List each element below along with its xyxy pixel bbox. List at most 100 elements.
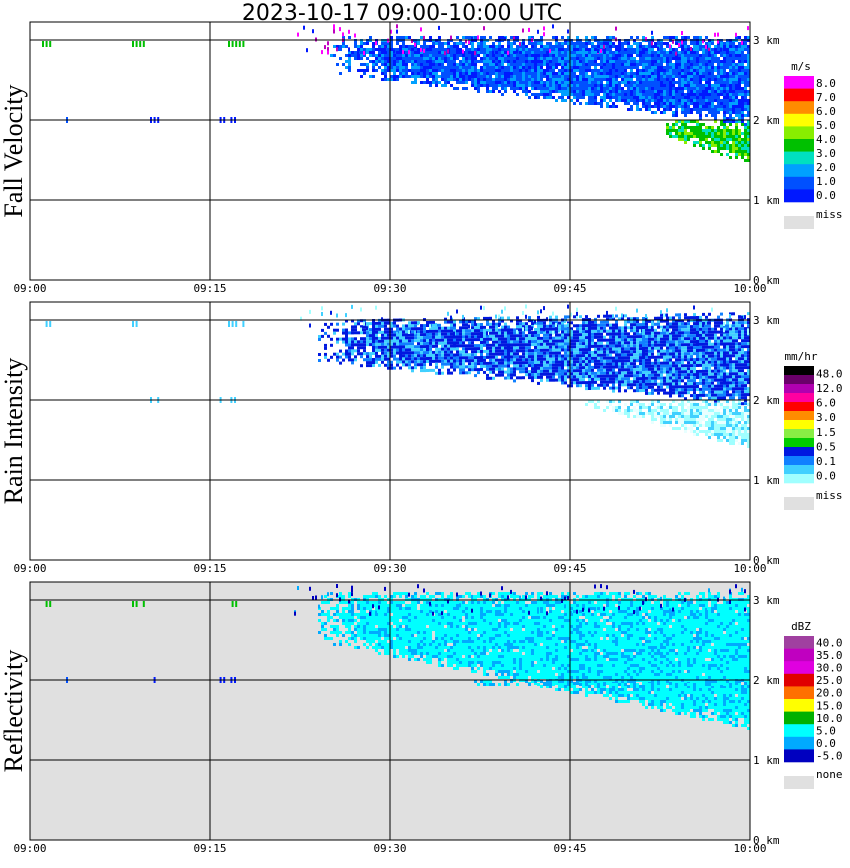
echo-cell — [705, 99, 708, 102]
echo-cell — [384, 336, 387, 340]
echo-cell — [513, 36, 515, 41]
echo-cell — [411, 72, 414, 75]
echo-cell — [699, 144, 702, 147]
echo-cell — [603, 371, 606, 375]
echo-cell — [480, 338, 483, 341]
echo-cell — [345, 66, 348, 69]
echo-cell — [639, 326, 642, 330]
echo-cell — [744, 48, 747, 51]
echo-cell — [645, 72, 648, 75]
echo-cell — [603, 48, 606, 51]
echo-cell — [432, 341, 435, 345]
echo-cell — [420, 354, 423, 358]
echo-cell — [621, 90, 624, 93]
echo-cell — [597, 102, 600, 105]
echo-cell — [378, 48, 381, 51]
echo-cell — [522, 60, 525, 63]
echo-cell — [666, 379, 669, 383]
echo-cell — [714, 84, 717, 87]
echo-cell — [531, 331, 534, 335]
echo-cell — [651, 96, 654, 99]
echo-cell — [591, 341, 594, 345]
echo-cell — [738, 132, 741, 135]
echo-cell — [666, 331, 669, 335]
echo-cell — [609, 347, 612, 351]
echo-cell — [360, 343, 363, 347]
echo-cell — [579, 45, 582, 48]
echo-cell — [576, 42, 579, 45]
echo-cell — [492, 331, 495, 335]
echo-cell — [657, 370, 660, 374]
echo-cell — [720, 66, 723, 69]
echo-cell — [513, 57, 516, 60]
echo-cell — [570, 372, 573, 376]
plot-border — [29, 21, 751, 281]
echo-cell — [471, 338, 474, 342]
echo-cell — [441, 72, 444, 75]
echo-cell — [456, 356, 459, 360]
echo-cell — [582, 57, 585, 60]
echo-cell — [579, 72, 582, 75]
echo-cell — [552, 36, 555, 39]
echo-cell — [543, 32, 545, 37]
echo-cell — [696, 135, 699, 138]
echo-cell — [387, 321, 390, 325]
echo-cell — [498, 84, 501, 87]
echo-cell — [435, 371, 438, 375]
echo-cell — [399, 354, 402, 358]
echo-cell — [438, 36, 441, 39]
echo-cell — [390, 348, 393, 352]
echo-cell — [726, 93, 729, 96]
echo-cell — [489, 328, 492, 332]
echo-cell — [441, 362, 444, 366]
echo-cell — [669, 325, 672, 329]
echo-cell — [600, 75, 603, 78]
echo-cell — [570, 90, 573, 93]
echo-cell — [444, 353, 447, 357]
echo-cell — [678, 120, 681, 123]
echo-cell — [492, 370, 495, 374]
echo-cell — [357, 54, 360, 57]
echo-cell — [516, 349, 519, 353]
echo-cell — [444, 359, 447, 363]
echo-cell — [543, 366, 546, 370]
echo-cell — [372, 75, 375, 78]
echo-cell — [681, 358, 684, 362]
echo-cell — [363, 358, 366, 362]
echo-cell — [660, 352, 663, 356]
echo-cell — [741, 117, 744, 120]
echo-cell — [669, 337, 672, 341]
echo-cell — [537, 333, 540, 337]
echo-cell — [489, 355, 492, 359]
echo-cell — [609, 359, 612, 363]
echo-cell — [564, 339, 567, 343]
echo-cell — [732, 69, 735, 72]
echo-cell — [678, 63, 681, 66]
echo-cell — [705, 69, 708, 72]
echo-cell — [537, 93, 540, 96]
echo-cell — [420, 47, 422, 52]
echo-cell — [564, 99, 567, 102]
echo-cell — [576, 378, 579, 382]
echo-cell — [663, 319, 666, 323]
echo-cell — [555, 54, 558, 57]
echo-cell — [600, 377, 603, 381]
echo-cell — [576, 372, 579, 376]
echo-cell — [516, 346, 519, 350]
echo-cell — [672, 129, 675, 132]
echo-cell — [480, 60, 483, 63]
echo-cell — [387, 366, 390, 370]
echo-cell — [720, 144, 723, 147]
echo-cell — [549, 372, 552, 376]
echo-cell — [444, 81, 447, 84]
echo-cell — [738, 51, 741, 54]
echo-cell — [495, 343, 498, 347]
echo-cell — [540, 327, 543, 331]
echo-cell — [600, 332, 603, 336]
echo-cell — [654, 337, 657, 341]
echo-cell — [453, 341, 456, 345]
echo-cell — [627, 350, 630, 354]
echo-cell — [606, 338, 609, 342]
echo-cell — [582, 93, 585, 96]
echo-cell — [549, 48, 551, 53]
